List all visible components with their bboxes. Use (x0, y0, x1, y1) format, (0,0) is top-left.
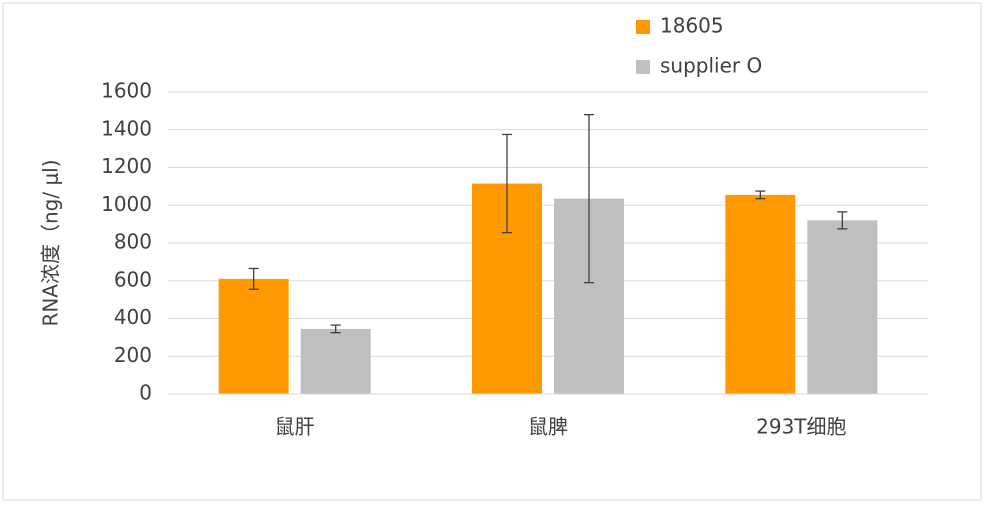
x-tick-label: 293T细胞 (756, 415, 846, 439)
y-tick-label: 1400 (101, 116, 152, 140)
y-tick-label: 400 (114, 305, 152, 329)
y-tick-label: 1200 (101, 154, 152, 178)
y-tick-label: 200 (114, 343, 152, 367)
x-tick-label: 鼠肝 (275, 415, 315, 439)
bar (300, 328, 371, 394)
y-tick-label: 600 (114, 267, 152, 291)
y-tick-label: 0 (139, 381, 152, 405)
x-tick-label: 鼠脾 (528, 415, 568, 439)
y-tick-label: 1600 (101, 79, 152, 103)
error-bar (248, 267, 259, 290)
legend-label: supplier O (660, 54, 762, 78)
error-bar (584, 114, 594, 284)
legend-swatch (636, 60, 650, 74)
error-bar (837, 211, 848, 230)
error-bar (502, 133, 512, 234)
bar (218, 278, 289, 394)
legend-swatch (636, 20, 650, 34)
y-tick-label: 800 (114, 230, 152, 254)
legend-label: 18605 (660, 14, 724, 38)
y-axis-label: RNA浓度（ng/ μl) (39, 159, 63, 326)
bar (807, 220, 878, 394)
y-tick-label: 1000 (101, 192, 152, 216)
bar (725, 194, 796, 394)
error-bar (330, 324, 341, 334)
error-bar (755, 190, 766, 200)
